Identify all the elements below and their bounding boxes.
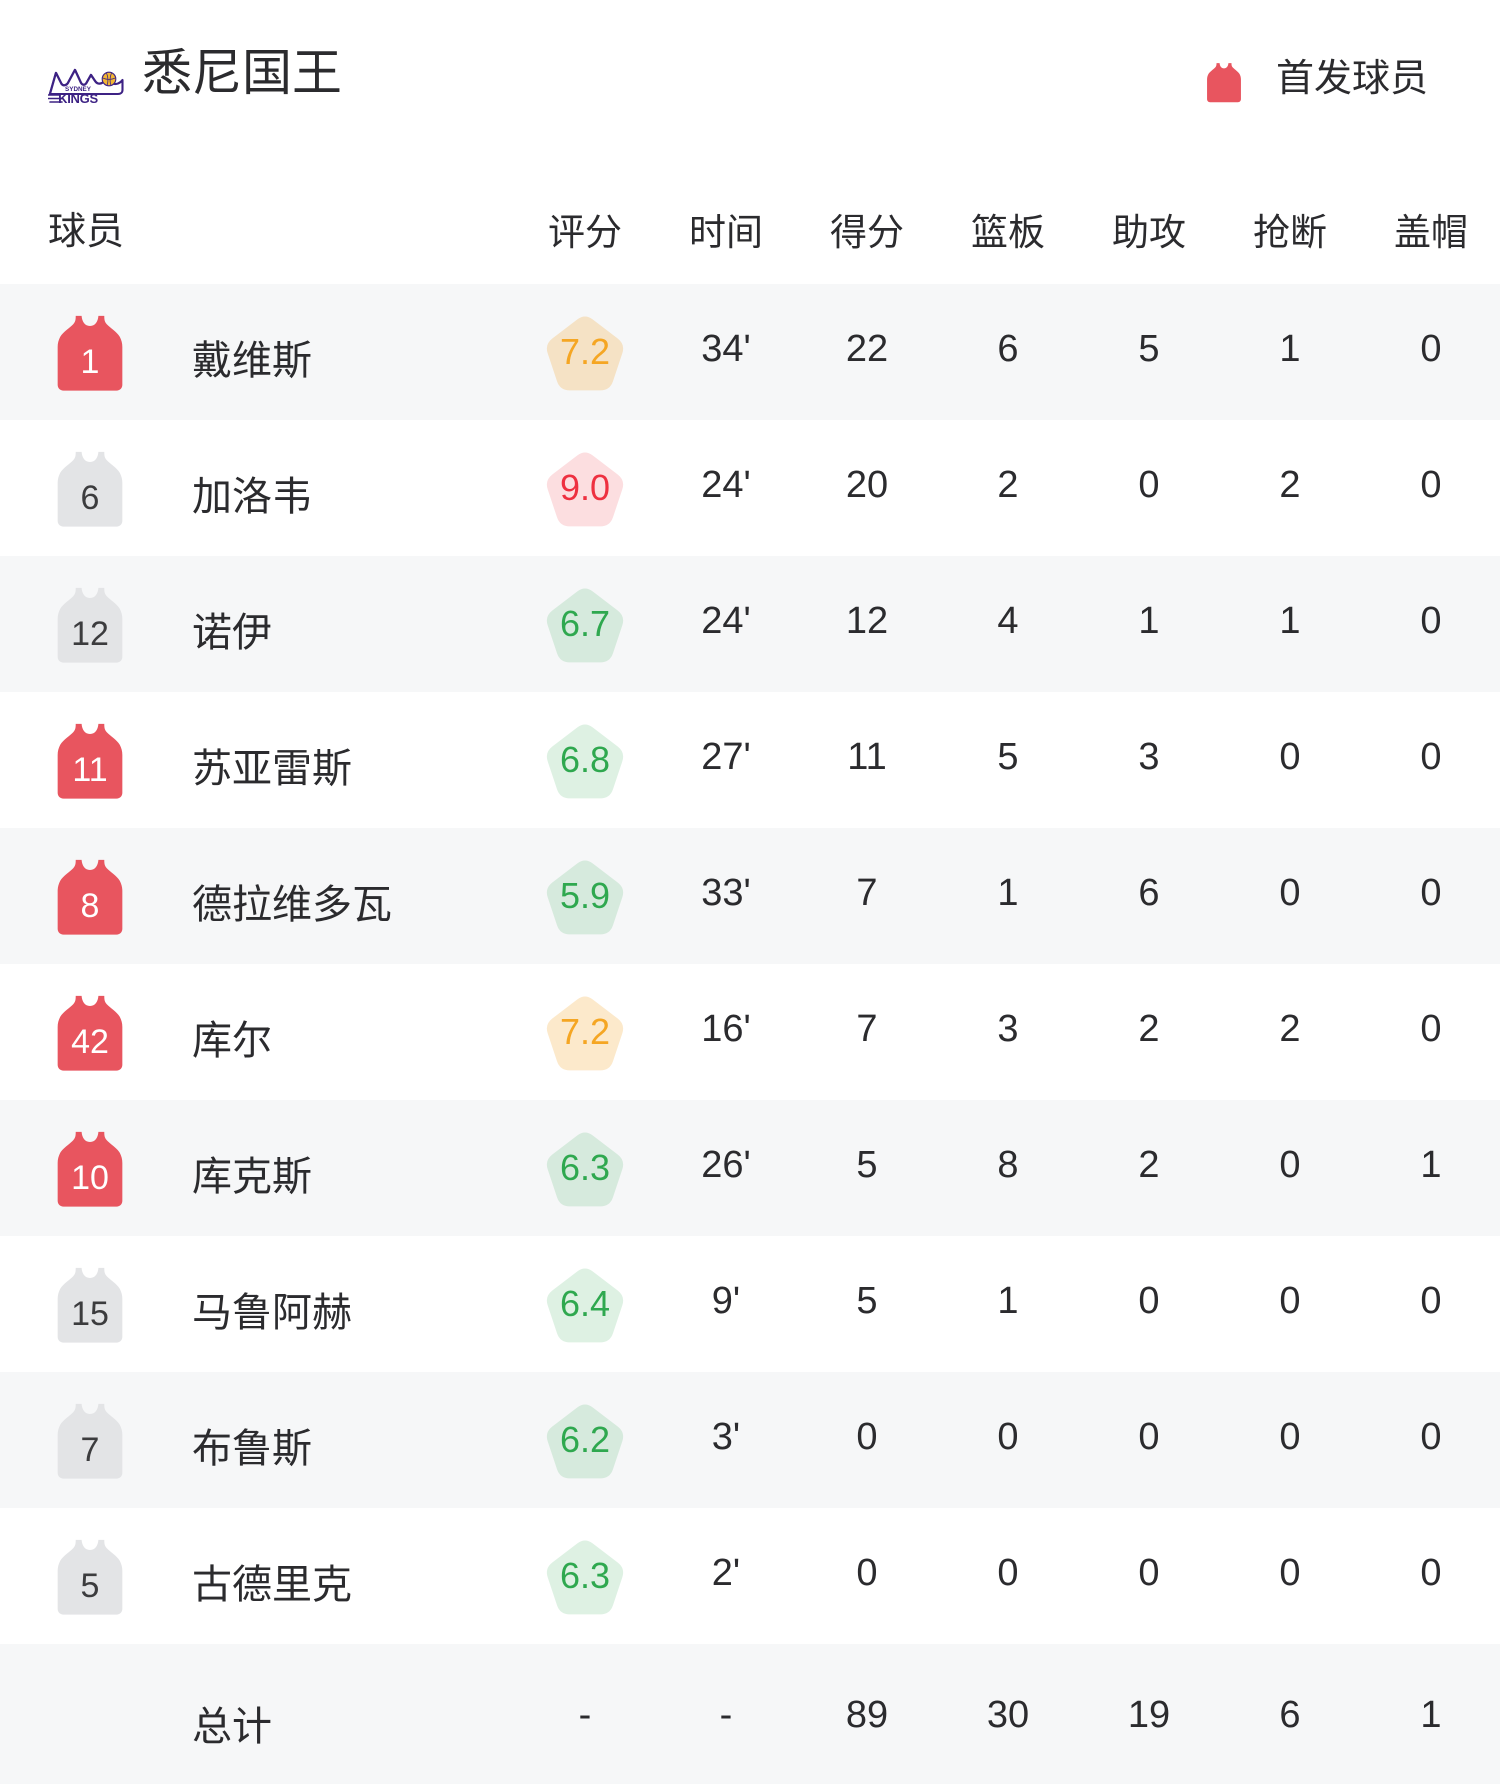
svg-text:KINGS: KINGS bbox=[58, 91, 98, 106]
